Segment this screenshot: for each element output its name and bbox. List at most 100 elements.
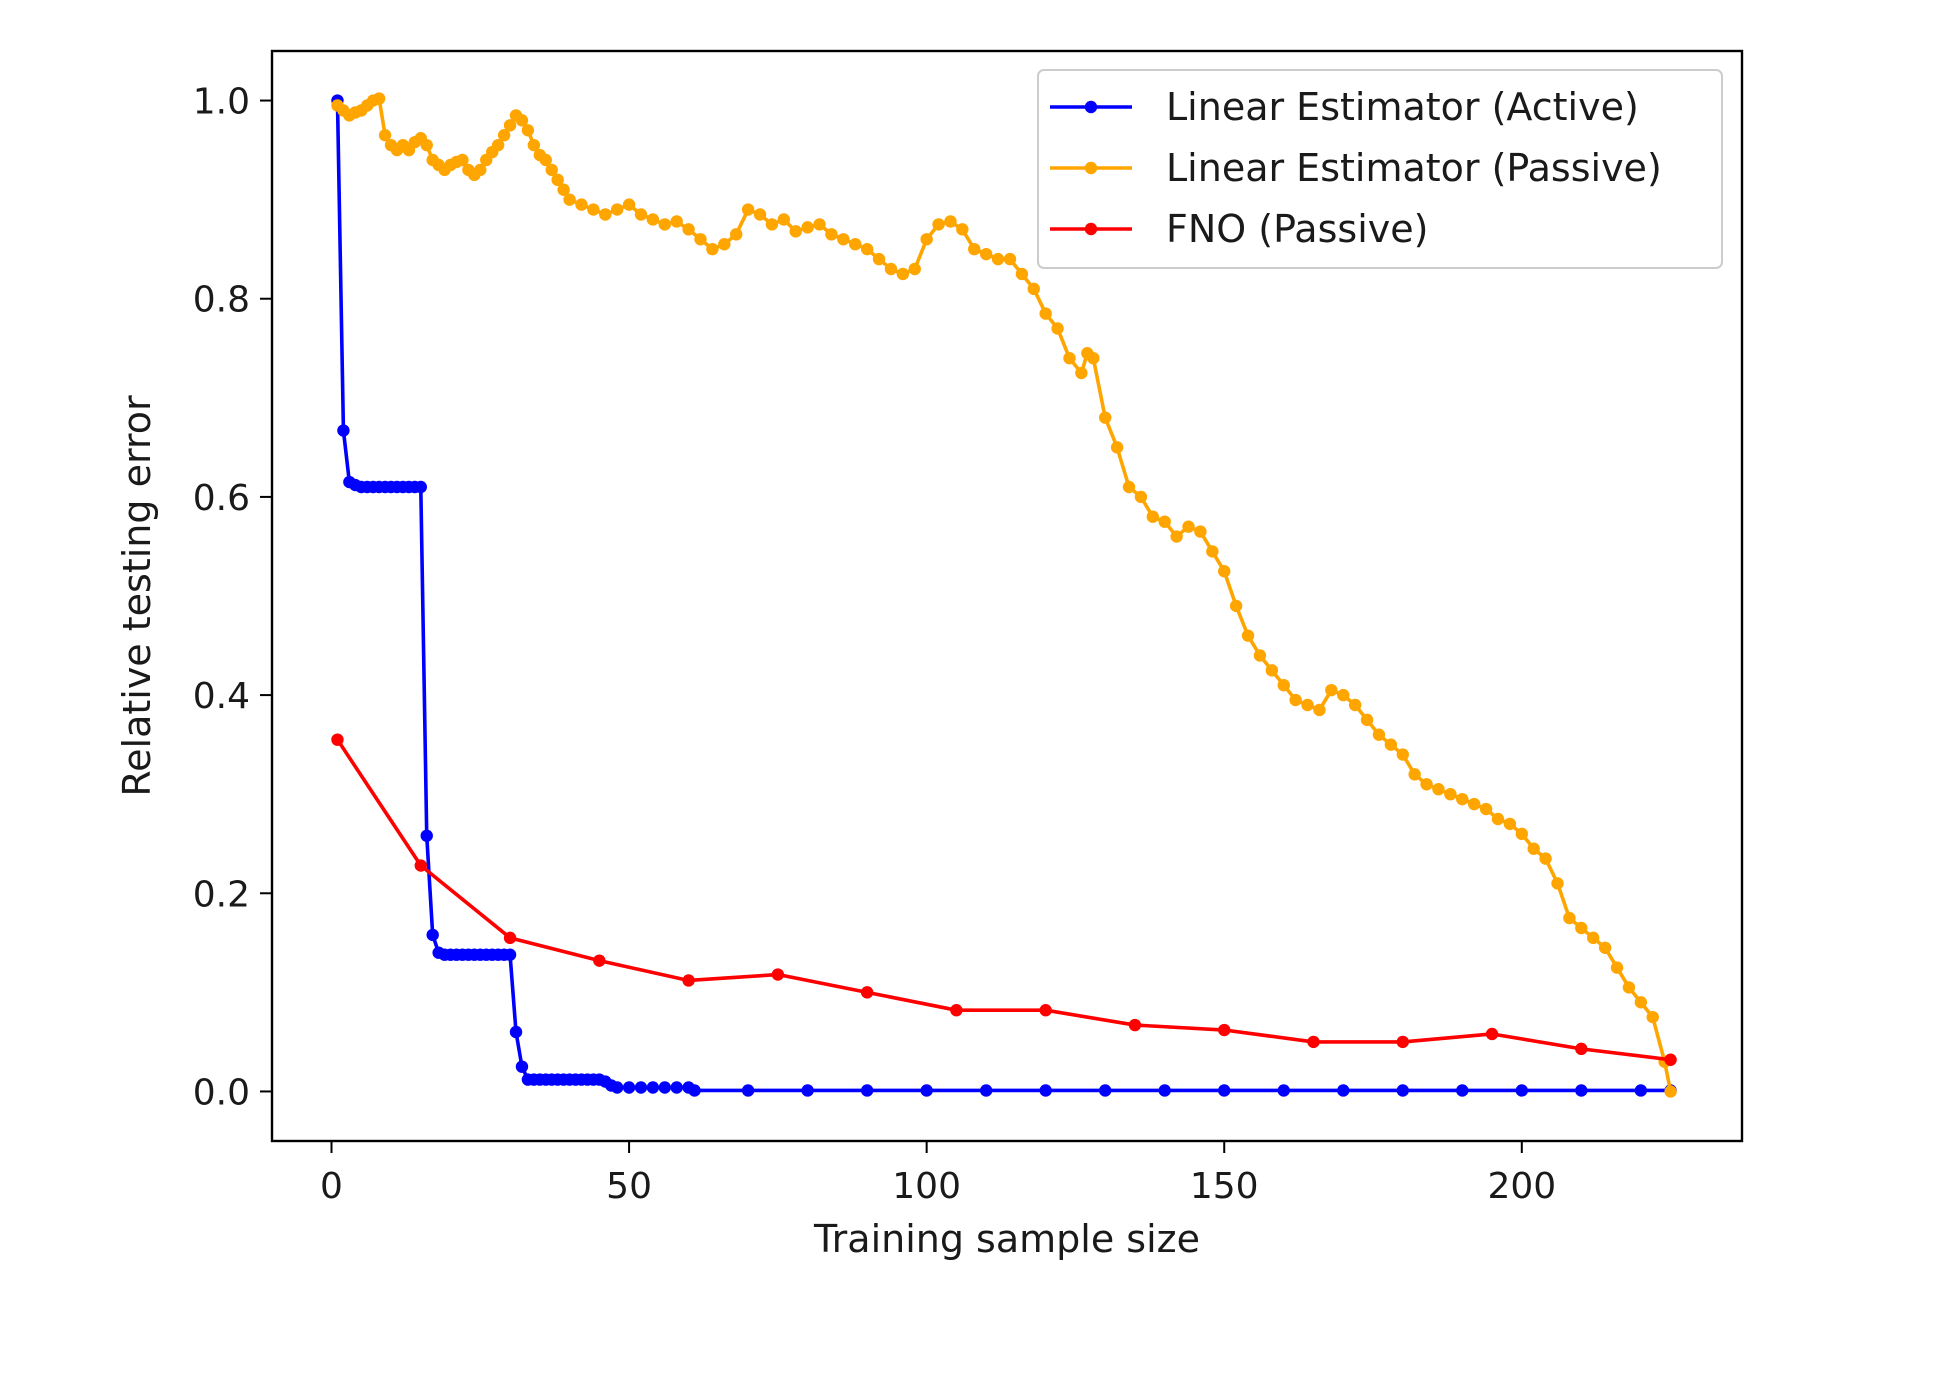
data-point-linear-estimator-passive [730, 228, 743, 241]
data-point-linear-estimator-active [801, 1084, 814, 1097]
data-point-linear-estimator-active [741, 1084, 755, 1097]
data-point-linear-estimator-passive [372, 92, 386, 105]
data-point-fno-passive [1218, 1023, 1231, 1037]
data-point-linear-estimator-passive [646, 213, 660, 226]
data-point-linear-estimator-passive [789, 225, 802, 238]
data-point-linear-estimator-active [414, 480, 427, 494]
data-point-linear-estimator-active [646, 1081, 660, 1094]
data-point-linear-estimator-active [1515, 1084, 1529, 1097]
data-point-linear-estimator-passive [849, 238, 862, 251]
data-point-linear-estimator-active [1634, 1084, 1648, 1097]
data-point-linear-estimator-passive [1372, 728, 1386, 741]
legend-item-linear-estimator-passive: Linear Estimator (Passive) [1050, 146, 1662, 190]
legend-item-linear-estimator-active: Linear Estimator (Active) [1050, 85, 1639, 129]
data-point-linear-estimator-active [670, 1081, 683, 1094]
data-point-linear-estimator-passive [908, 262, 921, 276]
data-point-linear-estimator-passive [718, 238, 731, 251]
data-point-linear-estimator-passive [694, 233, 707, 246]
data-point-linear-estimator-passive [1598, 941, 1612, 954]
data-point-linear-estimator-passive [1218, 565, 1231, 578]
series-layer [331, 92, 1677, 1098]
data-point-linear-estimator-passive [521, 124, 535, 137]
data-point-linear-estimator-passive [1396, 748, 1409, 761]
data-point-linear-estimator-passive [1634, 996, 1648, 1009]
data-point-linear-estimator-active [420, 829, 433, 842]
data-point-linear-estimator-passive [1432, 783, 1445, 796]
data-point-linear-estimator-passive [420, 138, 433, 152]
data-point-linear-estimator-passive [563, 193, 576, 206]
data-point-linear-estimator-passive [1110, 441, 1124, 454]
data-point-linear-estimator-passive [1206, 545, 1219, 558]
data-point-linear-estimator-passive [765, 218, 779, 231]
data-point-linear-estimator-passive [557, 183, 570, 196]
data-point-linear-estimator-passive [378, 129, 392, 142]
legend-swatch-marker [1084, 161, 1098, 175]
data-point-linear-estimator-active [1039, 1084, 1052, 1097]
y-tick-label: 1.0 [193, 82, 250, 123]
data-point-linear-estimator-passive [884, 262, 898, 276]
data-point-linear-estimator-active [860, 1084, 874, 1097]
data-point-linear-estimator-passive [1075, 366, 1088, 380]
data-point-linear-estimator-active [426, 928, 439, 942]
data-point-linear-estimator-passive [1444, 787, 1457, 801]
data-point-linear-estimator-passive [599, 208, 612, 221]
data-point-linear-estimator-passive [1515, 827, 1529, 841]
data-point-linear-estimator-active [1218, 1084, 1231, 1097]
data-point-linear-estimator-passive [1134, 490, 1148, 504]
data-point-linear-estimator-passive [682, 223, 695, 236]
data-point-linear-estimator-passive [1575, 921, 1588, 935]
data-point-linear-estimator-passive [545, 163, 558, 177]
data-point-linear-estimator-passive [896, 267, 910, 281]
legend-label: FNO (Passive) [1166, 207, 1428, 251]
data-point-linear-estimator-passive [956, 223, 969, 236]
y-axis: 0.0 0.2 0.4 0.6 0.8 1.0 [193, 82, 272, 1113]
data-point-linear-estimator-passive [1241, 629, 1255, 642]
x-tick-label: 0 [320, 1166, 343, 1207]
data-point-linear-estimator-passive [575, 198, 588, 211]
data-point-linear-estimator-active [610, 1081, 624, 1094]
data-point-linear-estimator-passive [1122, 480, 1136, 494]
y-tick-label: 0.6 [193, 478, 250, 519]
data-point-linear-estimator-active [1456, 1084, 1469, 1097]
data-point-fno-passive [1039, 1004, 1052, 1017]
x-tick-label: 150 [1190, 1166, 1259, 1207]
legend-label: Linear Estimator (Active) [1166, 85, 1639, 129]
data-point-linear-estimator-passive [801, 221, 814, 234]
data-point-linear-estimator-active [1158, 1084, 1171, 1097]
y-tick-label: 0.8 [193, 280, 250, 321]
data-point-linear-estimator-passive [1027, 282, 1040, 296]
y-tick-label: 0.0 [193, 1072, 250, 1113]
legend-label: Linear Estimator (Passive) [1166, 146, 1662, 190]
data-point-linear-estimator-active [979, 1084, 993, 1097]
data-point-linear-estimator-passive [1051, 322, 1064, 335]
data-point-fno-passive [682, 974, 695, 987]
data-point-linear-estimator-passive [813, 218, 826, 231]
data-point-linear-estimator-passive [539, 153, 552, 167]
data-point-linear-estimator-passive [1265, 664, 1279, 677]
data-point-linear-estimator-active [920, 1084, 933, 1097]
legend-swatch-marker [1084, 222, 1098, 236]
data-point-linear-estimator-passive [1301, 698, 1314, 712]
data-point-linear-estimator-passive [1587, 931, 1600, 945]
data-point-linear-estimator-passive [932, 218, 945, 231]
data-point-linear-estimator-passive [1527, 842, 1540, 855]
data-point-linear-estimator-passive [1003, 252, 1017, 266]
data-point-linear-estimator-passive [1253, 649, 1267, 662]
data-point-linear-estimator-passive [551, 173, 564, 187]
legend-swatch-marker [1084, 100, 1098, 114]
data-point-linear-estimator-passive [1087, 351, 1100, 365]
data-point-linear-estimator-passive [777, 213, 791, 226]
x-tick-label: 100 [892, 1166, 961, 1207]
data-point-linear-estimator-passive [474, 163, 487, 177]
data-point-linear-estimator-passive [610, 203, 624, 216]
data-point-linear-estimator-passive [1491, 812, 1505, 826]
data-point-fno-passive [331, 733, 344, 746]
y-axis-label: Relative testing error [115, 395, 159, 797]
series-linear-estimator-passive [331, 92, 1677, 1098]
data-point-linear-estimator-passive [968, 242, 981, 256]
data-point-linear-estimator-passive [1551, 877, 1564, 890]
data-point-linear-estimator-passive [979, 247, 993, 261]
data-point-linear-estimator-passive [1277, 678, 1290, 692]
